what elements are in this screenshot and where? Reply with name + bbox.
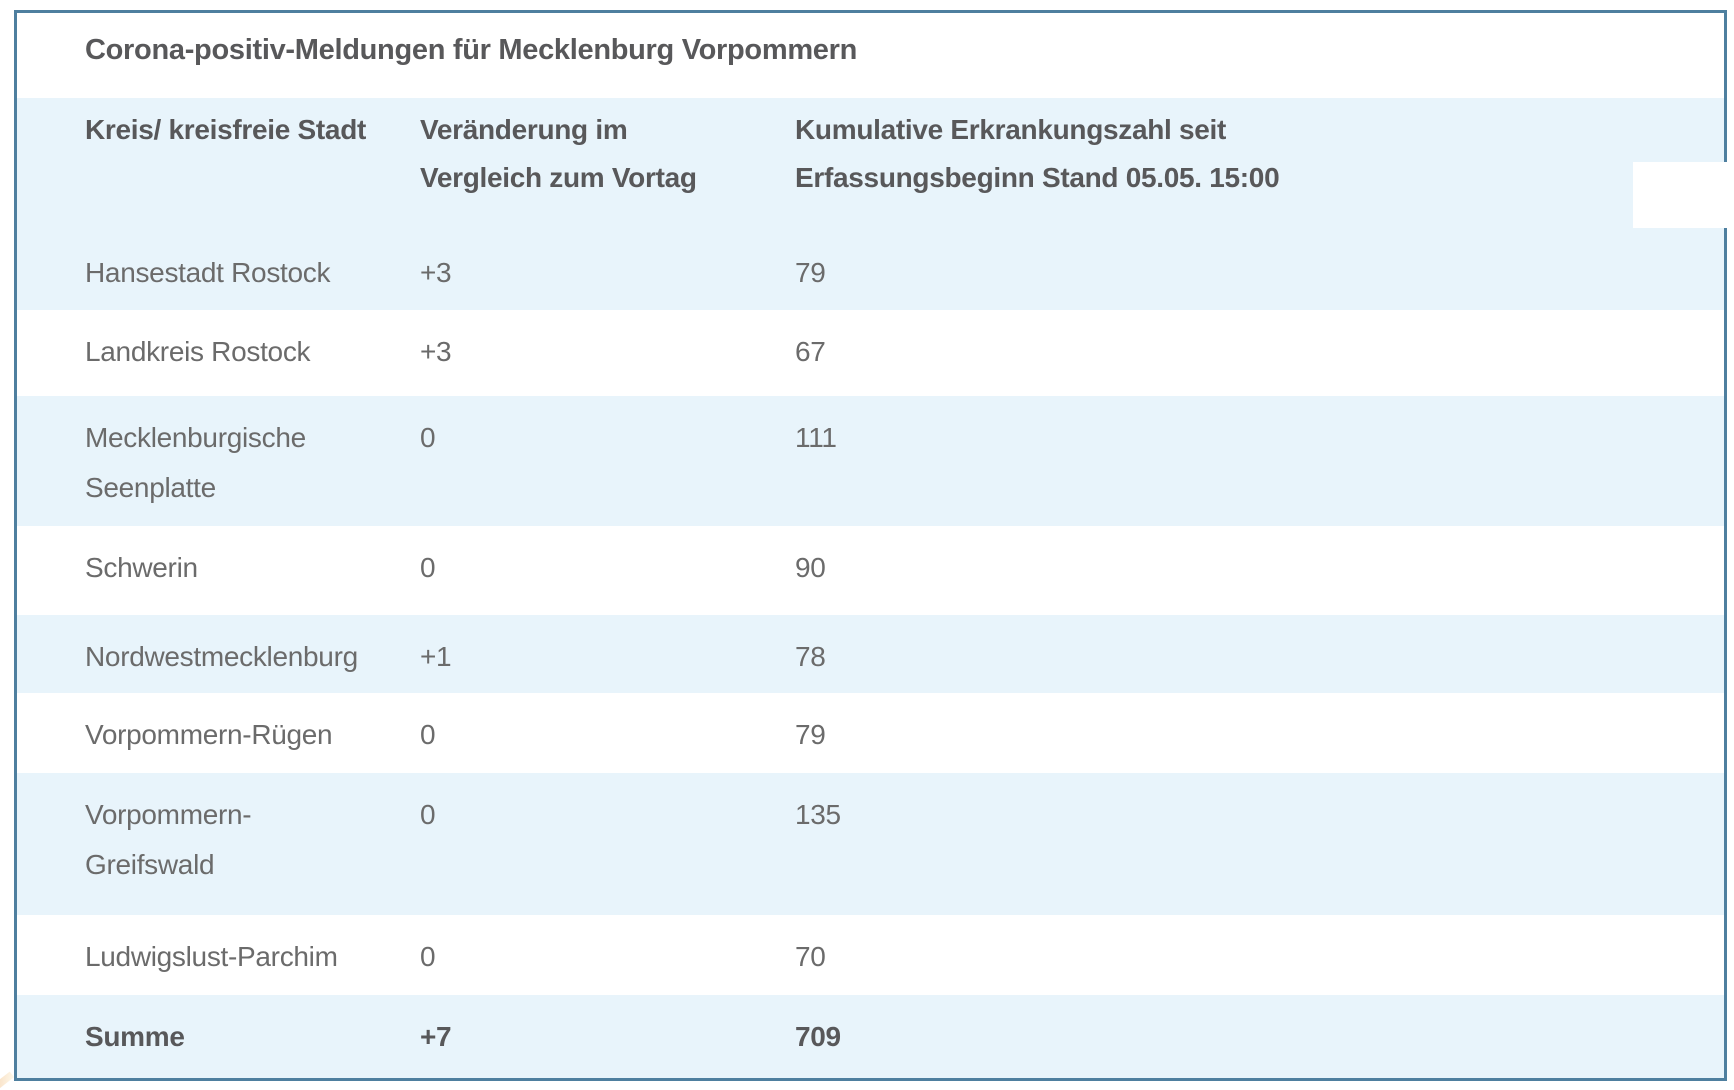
veraenderung-cell: 0 bbox=[420, 941, 436, 972]
header-veraenderung: Veränderung im Vergleich zum Vortag bbox=[420, 114, 697, 193]
table-row: Vorpommern- Greifswald 0 135 bbox=[17, 773, 1724, 915]
veraenderung-cell: 0 bbox=[420, 422, 436, 453]
kumulativ-cell: 79 bbox=[795, 257, 826, 288]
kumulativ-cell: 111 bbox=[795, 422, 837, 453]
kreis-cell: Landkreis Rostock bbox=[85, 336, 311, 367]
kumulativ-cell: 78 bbox=[795, 641, 826, 672]
veraenderung-cell: 0 bbox=[420, 799, 436, 830]
veraenderung-cell: +3 bbox=[420, 257, 452, 288]
kreis-cell: Vorpommern-Rügen bbox=[85, 719, 333, 750]
kumulativ-cell: 79 bbox=[795, 719, 826, 750]
kumulativ-cell: 709 bbox=[795, 1021, 841, 1052]
veraenderung-cell: 0 bbox=[420, 552, 436, 583]
kreis-cell: Ludwigslust-Parchim bbox=[85, 941, 338, 972]
kreis-cell: Mecklenburgische Seenplatte bbox=[85, 422, 306, 503]
table-header-row: Kreis/ kreisfreie Stadt Veränderung im V… bbox=[17, 98, 1724, 231]
table-row: Schwerin 0 90 bbox=[17, 526, 1724, 615]
table-row: Mecklenburgische Seenplatte 0 111 bbox=[17, 396, 1724, 526]
table-row: Ludwigslust-Parchim 0 70 bbox=[17, 915, 1724, 995]
veraenderung-cell: +7 bbox=[420, 1021, 452, 1052]
table-row: Hansestadt Rostock +3 79 bbox=[17, 231, 1724, 310]
kreis-cell: Schwerin bbox=[85, 552, 198, 583]
corona-table: Corona-positiv-Meldungen für Mecklenburg… bbox=[14, 10, 1727, 1081]
kumulativ-cell: 67 bbox=[795, 336, 826, 367]
kreis-cell: Summe bbox=[85, 1021, 185, 1052]
kumulativ-cell: 135 bbox=[795, 799, 841, 830]
table-total-row: Summe +7 709 bbox=[17, 995, 1724, 1078]
header-kreis: Kreis/ kreisfreie Stadt bbox=[85, 114, 367, 145]
table-row: Vorpommern-Rügen 0 79 bbox=[17, 693, 1724, 773]
table-body: Hansestadt Rostock +3 79 Landkreis Rostock +… bbox=[17, 231, 1724, 1078]
kumulativ-cell: 90 bbox=[795, 552, 826, 583]
corner-artifact bbox=[0, 1071, 15, 1090]
kumulativ-cell: 70 bbox=[795, 941, 826, 972]
kreis-cell: Nordwestmecklenburg bbox=[85, 641, 358, 672]
table-title: Corona-positiv-Meldungen für Mecklenburg… bbox=[17, 13, 1724, 98]
header-kumulativ: Kumulative Erkrankungszahl seit Erfassun… bbox=[795, 114, 1280, 193]
kreis-cell: Vorpommern- Greifswald bbox=[85, 799, 252, 880]
kreis-cell: Hansestadt Rostock bbox=[85, 257, 331, 288]
veraenderung-cell: +1 bbox=[420, 641, 452, 672]
table-row: Landkreis Rostock +3 67 bbox=[17, 310, 1724, 396]
veraenderung-cell: 0 bbox=[420, 719, 436, 750]
white-patch-artifact bbox=[1633, 162, 1734, 228]
table-row: Nordwestmecklenburg +1 78 bbox=[17, 615, 1724, 693]
veraenderung-cell: +3 bbox=[420, 336, 452, 367]
